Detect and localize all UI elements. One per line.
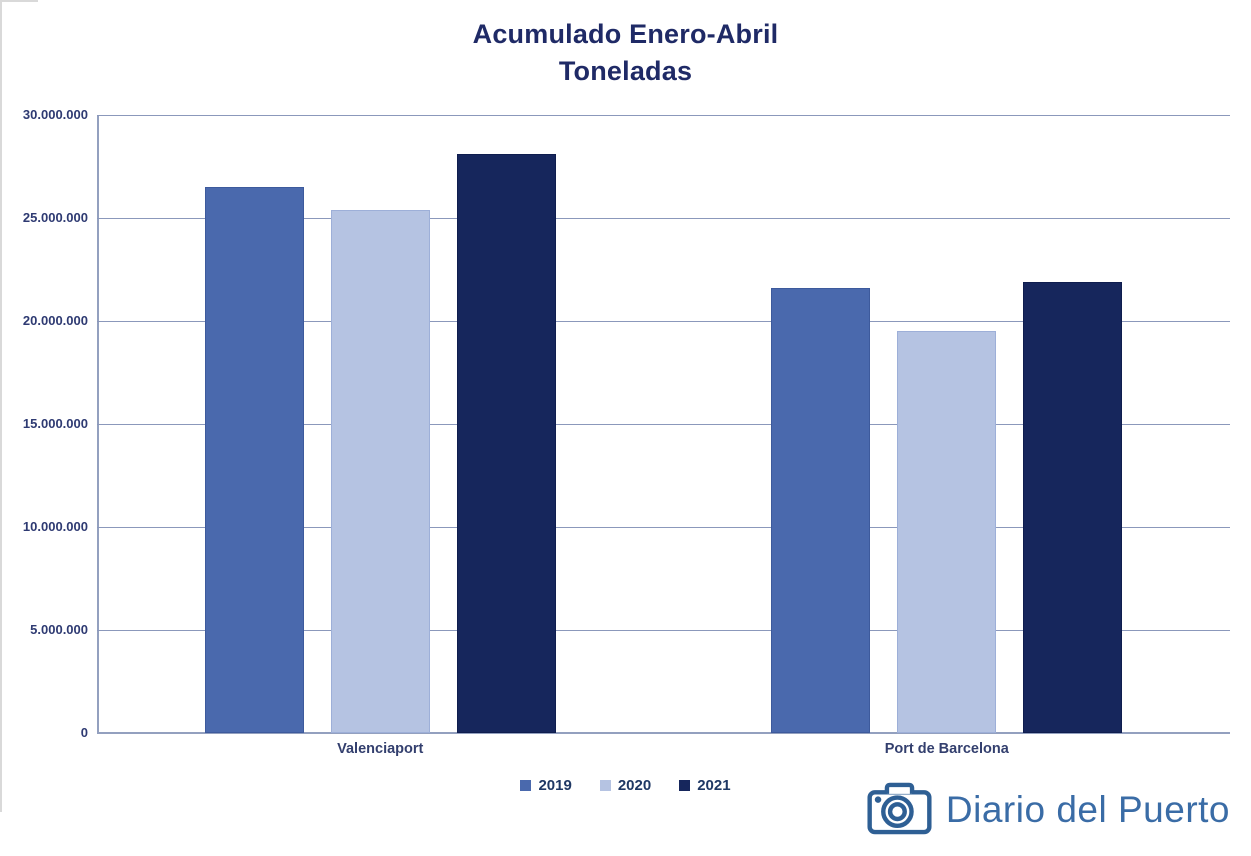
y-axis-tick-label: 5.000.000 [30,622,88,637]
legend-swatch-2019 [520,780,532,791]
legend-swatch-2021 [679,780,691,791]
legend-label: 2019 [538,777,572,794]
legend-item-2021: 2021 [679,777,731,794]
bar-valenciaport-2019 [204,187,304,733]
y-axis-tick-label: 20.000.000 [22,313,88,328]
y-axis-tick-label: 10.000.000 [22,519,88,534]
legend-swatch-2020 [599,780,611,791]
screenshot-edge-artifact-top [0,0,38,2]
chart-title: Acumulado Enero-Abril Toneladas [0,16,1251,90]
gridline [97,424,1230,425]
bar-valenciaport-2020 [330,209,430,733]
x-axis-category-label: Port de Barcelona [884,741,1009,757]
bar-valenciaport-2021 [456,154,556,733]
gridline [97,218,1230,219]
diario-del-puerto-watermark: Diario del Puerto [866,779,1230,841]
legend-label: 2020 [617,777,652,794]
gridline [97,321,1230,322]
camera-icon [866,780,933,841]
legend-item-2019: 2019 [520,777,572,794]
x-axis-category-label: Valenciaport [337,741,424,757]
screenshot-edge-artifact-left [0,0,2,812]
y-axis-tick-label: 15.000.000 [22,416,88,431]
chart-title-line2: Toneladas [558,56,693,86]
chart-title-line1: Acumulado Enero-Abril [472,19,779,49]
y-axis-tick-label: 25.000.000 [22,210,88,225]
bar-port-de-barcelona-2021 [1023,281,1123,733]
gridline [97,630,1230,631]
chart-legend: 2019 2020 2021 [0,777,1251,794]
bar-port-de-barcelona-2019 [771,288,871,733]
gridline [97,527,1230,528]
bar-port-de-barcelona-2020 [897,331,997,733]
y-axis-tick-label: 30.000.000 [22,107,88,122]
legend-item-2020: 2020 [599,777,652,794]
plot-area [97,115,1230,734]
gridline [97,115,1230,116]
legend-label: 2021 [697,777,731,794]
watermark-text: Diario del Puerto [945,789,1230,830]
y-axis-tick-label: 0 [80,725,88,740]
x-axis-line [97,732,1230,734]
